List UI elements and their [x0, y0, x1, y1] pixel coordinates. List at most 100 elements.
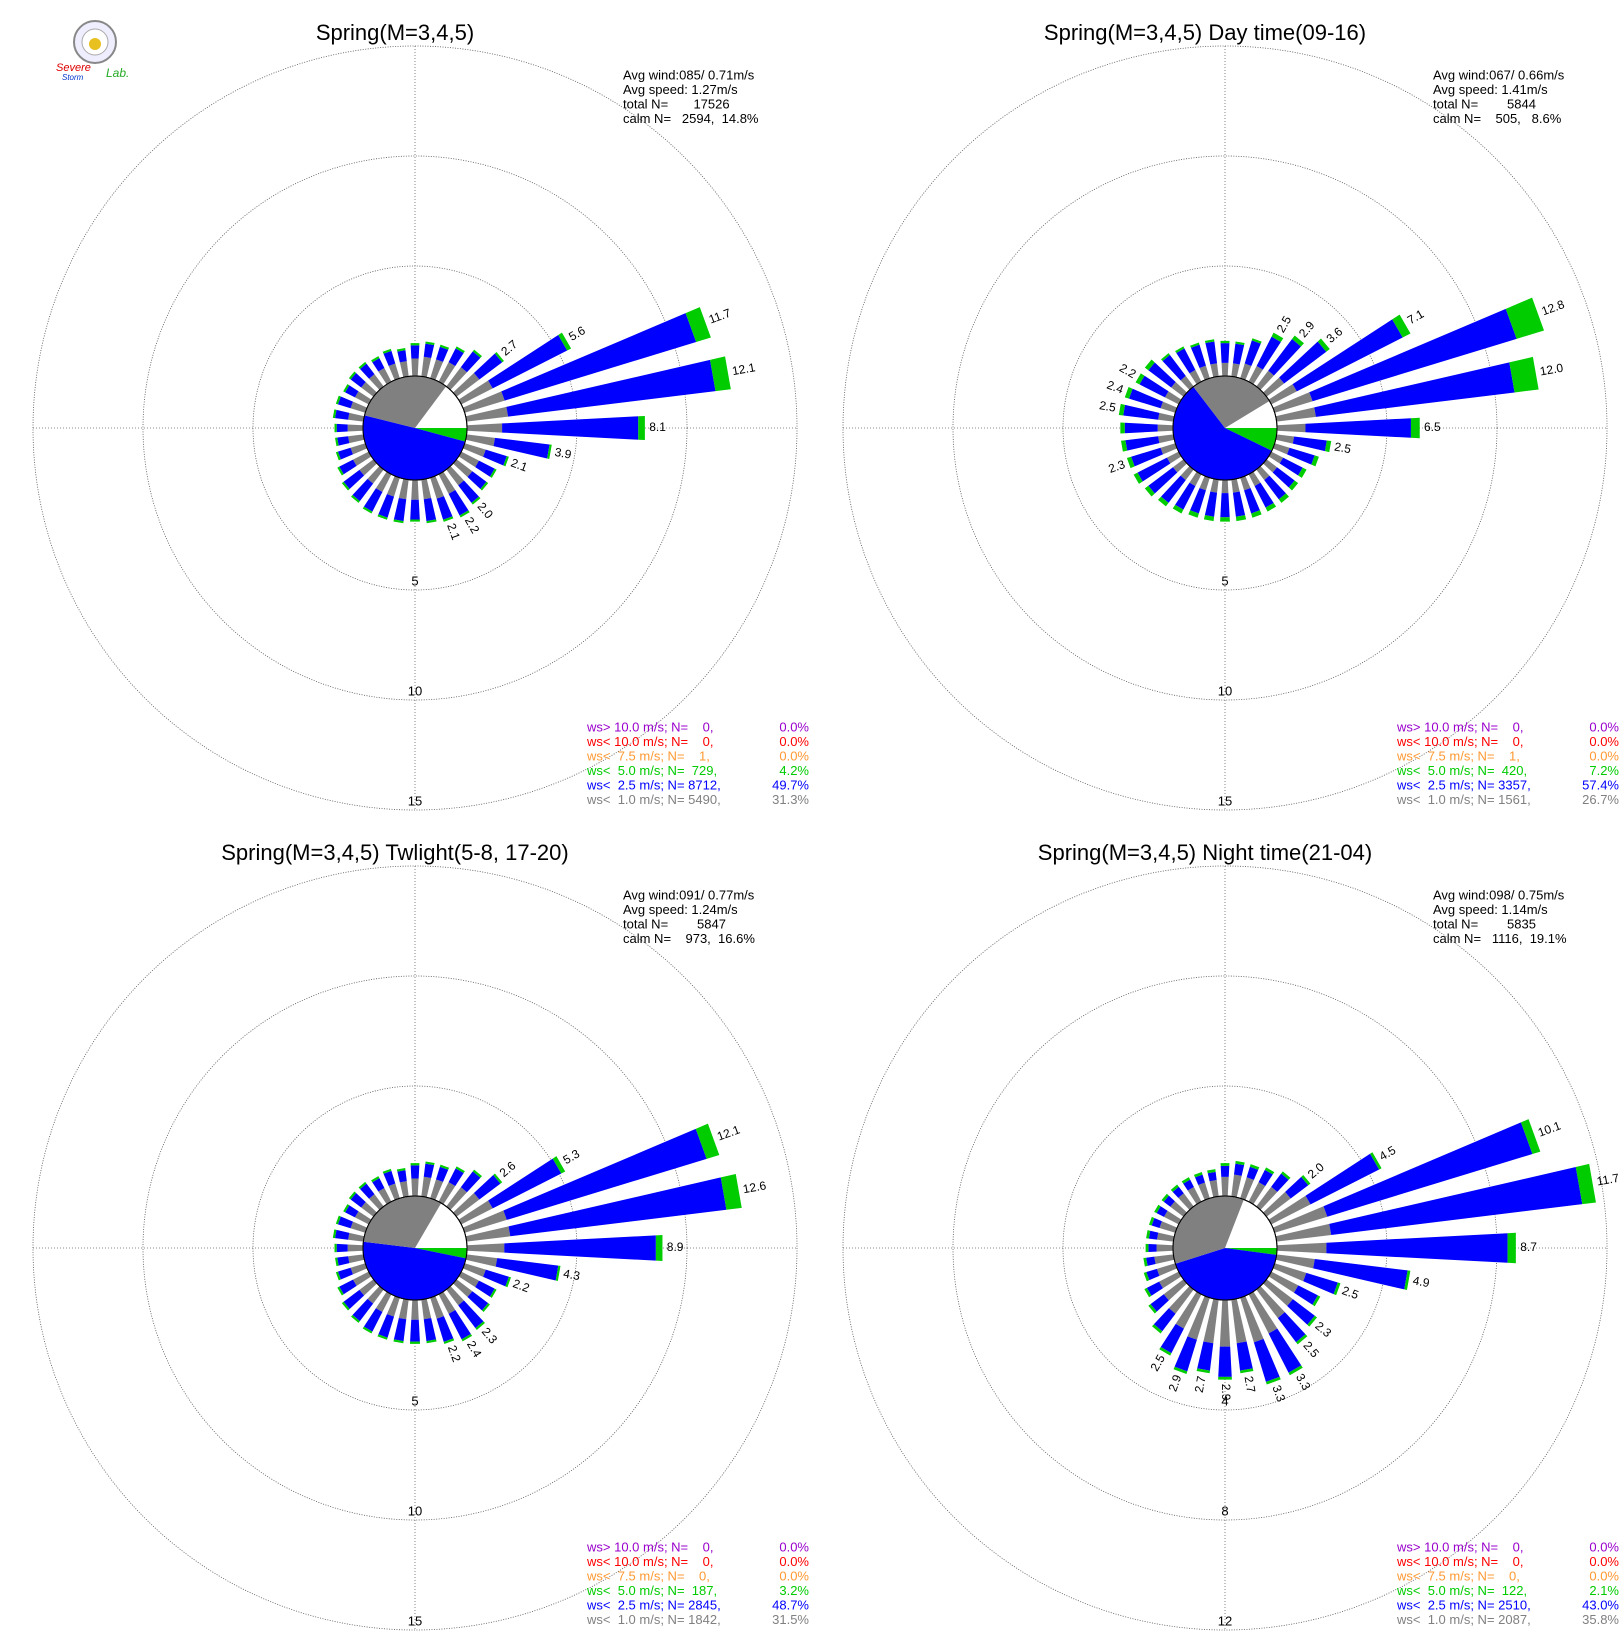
bar-segment — [352, 478, 374, 502]
info-line: Avg wind:085/ 0.71m/s — [623, 67, 755, 82]
bar-segment — [1218, 1376, 1232, 1380]
bar-segment — [458, 1300, 484, 1329]
bar-segment — [1120, 422, 1125, 434]
bar-segment — [458, 480, 479, 503]
bar-segment — [1232, 343, 1245, 365]
bar-segment — [339, 1279, 357, 1295]
calm-circle-outline — [362, 375, 468, 481]
wind-rose: 510152.65.312.112.68.94.32.22.32.42.2Spr… — [32, 840, 809, 1631]
legend-label: ws< 5.0 m/s; N= 122, — [1396, 1583, 1527, 1598]
bar-segment — [1203, 1298, 1219, 1344]
bar-segment — [458, 451, 479, 468]
bar-label: 2.2 — [511, 1276, 532, 1295]
bar-segment — [1268, 451, 1284, 464]
bar-segment — [1271, 332, 1284, 342]
bar-segment — [360, 363, 375, 379]
bar-label: 8.7 — [1520, 1240, 1537, 1254]
bar-segment — [1135, 373, 1145, 385]
legend-label: ws< 1.0 m/s; N= 5490, — [586, 792, 721, 807]
bar-segment — [354, 1211, 372, 1225]
bar-segment — [1268, 1271, 1299, 1293]
grid-ring — [142, 155, 688, 701]
legend-label: ws> 10.0 m/s; N= 0, — [586, 1539, 713, 1554]
info-line: Avg speed: 1.27m/s — [623, 82, 738, 97]
bar-segment — [358, 1181, 367, 1190]
bar-segment — [1220, 1165, 1230, 1177]
bar-segment — [341, 481, 350, 491]
bar-segment — [1287, 1299, 1315, 1325]
bar-segment — [363, 488, 383, 512]
bar-segment — [1313, 1259, 1408, 1290]
bar-segment — [343, 1204, 350, 1213]
bar-segment — [475, 460, 495, 477]
info-line: calm N= 505, 8.6% — [1433, 111, 1562, 126]
bar-segment — [1293, 1285, 1318, 1305]
bar-segment — [455, 1166, 465, 1174]
bar-segment — [348, 1191, 357, 1200]
bar-segment — [1163, 1279, 1187, 1301]
bar-segment — [421, 1298, 432, 1320]
bar-segment — [1187, 1295, 1210, 1340]
bar-segment — [1204, 491, 1218, 517]
bar-segment — [1172, 504, 1184, 514]
bar-segment — [335, 1229, 350, 1240]
bar-segment — [435, 1166, 449, 1182]
bar-segment — [1128, 388, 1163, 409]
bar-segment — [1323, 1122, 1533, 1217]
bar-segment — [1279, 341, 1327, 384]
ring-label: 15 — [408, 1613, 422, 1628]
bar-segment — [430, 1295, 444, 1319]
ring-label: 15 — [408, 793, 422, 808]
bar-segment — [348, 371, 357, 380]
bar-segment — [388, 363, 400, 381]
bar-segment — [377, 514, 388, 520]
bar-label: 2.7 — [1242, 1375, 1259, 1394]
bar-segment — [348, 434, 365, 444]
calm-circle-outline — [1172, 1195, 1278, 1301]
bar-segment — [345, 385, 359, 398]
legend-label: ws< 10.0 m/s; N= 0, — [1396, 1554, 1523, 1569]
bar-segment — [341, 1301, 350, 1311]
bar-segment — [426, 1339, 437, 1344]
bar-segment — [1175, 482, 1196, 510]
bar-segment — [1244, 340, 1261, 366]
bar-segment — [410, 1165, 420, 1179]
bar-segment — [1251, 338, 1262, 344]
bar-segment — [1221, 362, 1229, 377]
bar-segment — [335, 451, 341, 461]
legend-label: ws< 2.5 m/s; N= 2510, — [1396, 1597, 1531, 1612]
info-line: Avg wind:098/ 0.75m/s — [1433, 887, 1565, 902]
bar-segment — [337, 1267, 353, 1280]
bar-segment — [1265, 1376, 1281, 1385]
bar-segment — [423, 1317, 437, 1342]
bar-segment — [1240, 1295, 1264, 1343]
bar-segment — [1160, 401, 1178, 413]
bar-segment — [1333, 1282, 1341, 1296]
bar-segment — [350, 1193, 366, 1208]
bar-label: 12.0 — [1539, 361, 1565, 379]
bar-segment — [362, 506, 373, 514]
info-line: calm N= 2594, 14.8% — [623, 111, 759, 126]
legend-percent: 0.0% — [779, 1539, 809, 1554]
bar-segment — [386, 475, 400, 497]
pie-slice — [415, 428, 467, 442]
bar-segment — [1268, 1195, 1311, 1225]
chart-title: Spring(M=3,4,5) — [316, 20, 474, 45]
bar-segment — [1146, 1281, 1163, 1296]
bar-segment — [411, 358, 419, 377]
bar-segment — [337, 1216, 353, 1229]
bar-segment — [461, 1334, 473, 1342]
chart-title: Spring(M=3,4,5) Night time(21-04) — [1038, 840, 1372, 865]
bar-segment — [1296, 1334, 1308, 1345]
bar-segment — [1209, 1180, 1219, 1198]
bar-segment — [1288, 1365, 1303, 1376]
bar-segment — [547, 444, 552, 459]
info-line: Avg speed: 1.14m/s — [1433, 902, 1548, 917]
bar-segment — [436, 496, 453, 520]
bar-segment — [1183, 1179, 1194, 1191]
bar-segment — [421, 356, 432, 378]
pie-slice — [1193, 375, 1270, 428]
bar-segment — [372, 358, 385, 372]
bar-segment — [438, 1182, 456, 1205]
bar-segment — [1231, 1298, 1247, 1344]
